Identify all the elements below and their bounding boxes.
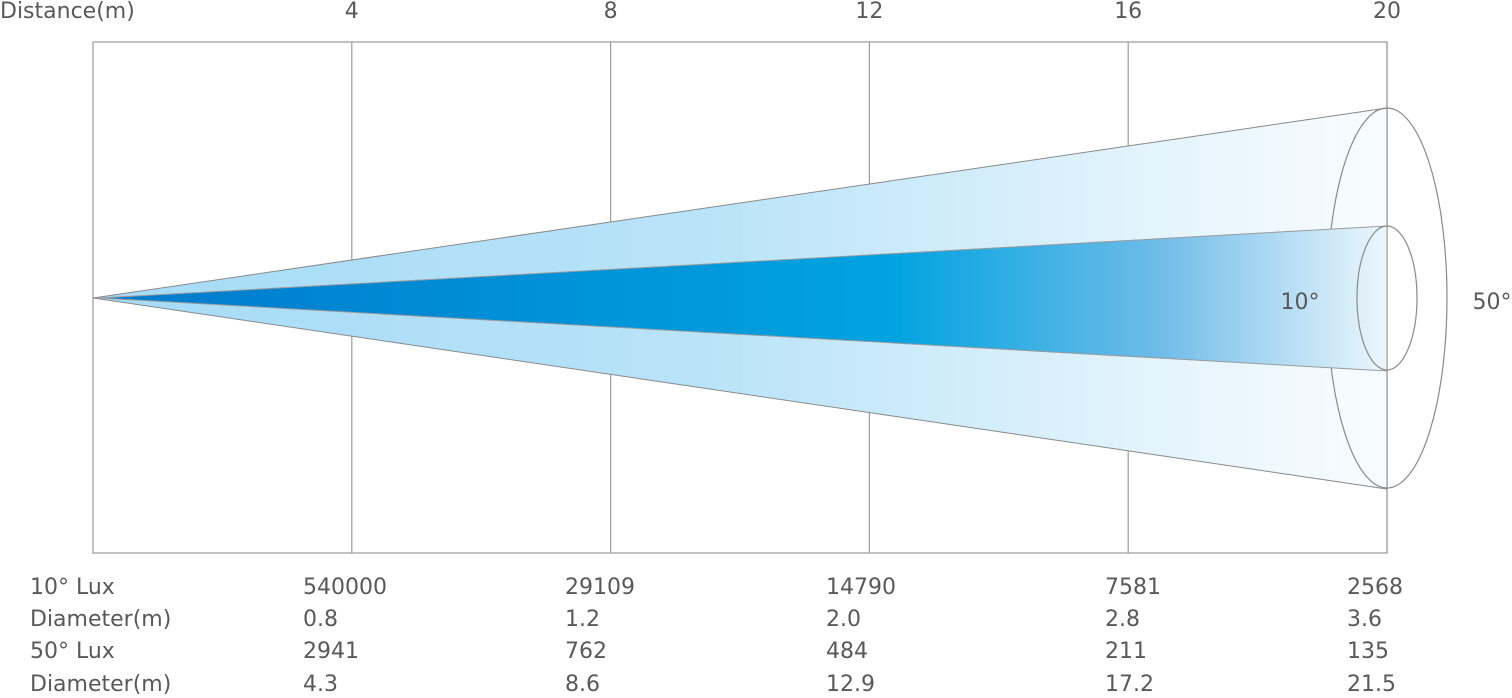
cell: 2.8	[1105, 607, 1140, 632]
row-label: Diameter(m)	[30, 672, 171, 697]
cell: 762	[565, 639, 607, 664]
row-label: 50° Lux	[30, 639, 115, 664]
cell: 211	[1105, 639, 1147, 664]
distance-tick: 12	[855, 0, 883, 24]
cell: 484	[826, 639, 868, 664]
cell: 0.8	[303, 607, 338, 632]
distance-tick: 4	[345, 0, 359, 24]
distance-label: Distance(m)	[0, 0, 135, 24]
cell: 2941	[303, 639, 359, 664]
cell: 17.2	[1105, 672, 1154, 697]
row-label: Diameter(m)	[30, 607, 171, 632]
cell: 7581	[1105, 575, 1161, 600]
cell: 1.2	[565, 607, 600, 632]
cell: 3.6	[1347, 607, 1382, 632]
row-label: 10° Lux	[30, 575, 115, 600]
cell: 2568	[1347, 575, 1403, 600]
distance-tick: 8	[604, 0, 618, 24]
cell: 4.3	[303, 672, 338, 697]
cell: 12.9	[826, 672, 875, 697]
cell: 135	[1347, 639, 1389, 664]
cell: 8.6	[565, 672, 600, 697]
cones	[92, 107, 1448, 490]
distance-tick: 20	[1373, 0, 1401, 24]
cell: 540000	[303, 575, 387, 600]
inner-cone	[99, 225, 1388, 372]
distance-tick: 16	[1114, 0, 1142, 24]
cell: 2.0	[826, 607, 861, 632]
cell: 14790	[826, 575, 896, 600]
inner-ellipse	[1356, 225, 1418, 371]
cell: 21.5	[1347, 672, 1396, 697]
cell: 29109	[565, 575, 635, 600]
beam-label: 10°	[1281, 290, 1320, 315]
beam-label: 50°	[1473, 290, 1512, 315]
